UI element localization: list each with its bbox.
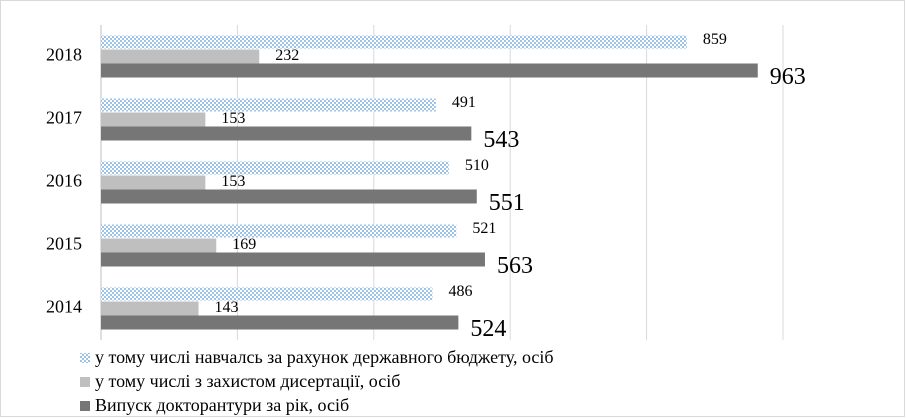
y-tick-label: 2018 [46,45,82,65]
bar [101,161,449,175]
legend-swatch [80,377,90,387]
bar [101,98,436,112]
value-label: 153 [221,110,245,127]
bar [101,126,472,141]
legend-swatch [80,401,90,411]
y-tick-label: 2014 [46,297,82,317]
value-label: 153 [221,173,245,190]
y-tick-label: 2017 [46,108,82,128]
bar [101,238,217,253]
y-tick-label: 2015 [46,234,82,254]
bar [101,112,206,127]
bar [101,189,477,204]
bar [101,49,260,64]
bar [101,63,758,78]
value-label: 169 [232,236,256,253]
bar [101,35,687,49]
legend-label: Випуск докторантури за рік, осіб [95,395,349,415]
value-label: 143 [215,299,239,316]
y-tick-label: 2016 [46,171,82,191]
legend-label: у тому числі навчалсь за рахунок державн… [95,347,554,367]
value-label: 551 [489,190,525,216]
value-label: 563 [497,253,533,279]
bar [101,224,457,238]
bar [101,301,199,316]
value-label: 510 [465,157,489,174]
value-label: 521 [472,220,496,237]
value-label: 859 [703,31,727,48]
bar [101,175,206,190]
value-label: 963 [770,64,806,90]
legend-swatch [80,353,90,363]
value-label: 232 [275,47,299,64]
bar [101,315,459,330]
value-label: 491 [452,94,476,111]
value-label: 486 [448,283,472,300]
bar [101,252,485,267]
legend-label: у тому числі з захистом дисертації, осіб [95,371,400,391]
value-label: 524 [470,316,506,342]
bar [101,287,433,301]
value-label: 543 [483,127,519,153]
